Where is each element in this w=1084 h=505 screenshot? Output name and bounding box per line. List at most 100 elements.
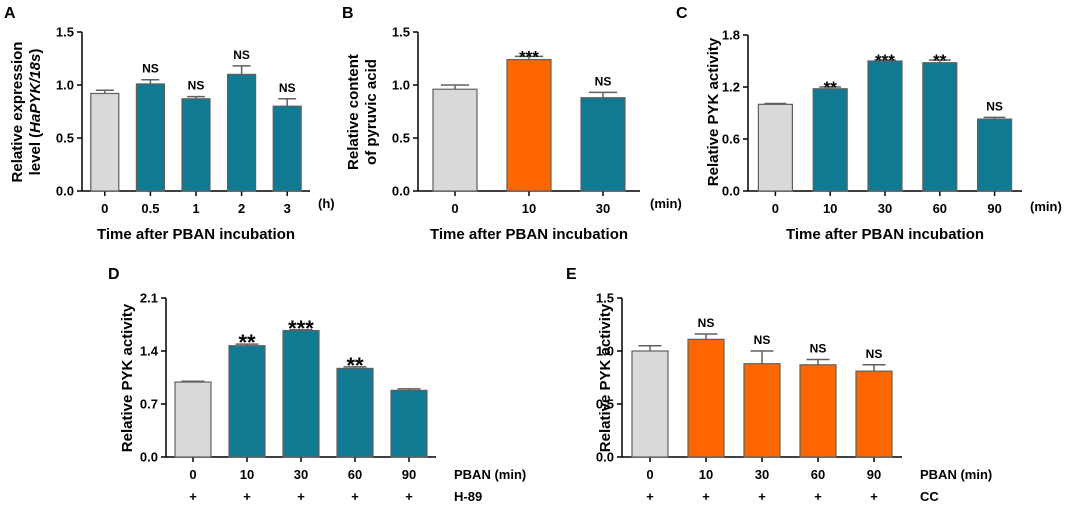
y-axis-title: Relative PYK activity bbox=[597, 303, 614, 452]
y-tick-label: 1.2 bbox=[722, 80, 740, 95]
y-axis-title: Relative PYK activity bbox=[705, 37, 722, 186]
y-tick-label: 2.1 bbox=[140, 291, 158, 306]
plus-sign: + bbox=[351, 489, 359, 504]
y-tick-label: 0.0 bbox=[56, 184, 74, 199]
plus-sign: + bbox=[243, 489, 251, 504]
significance-label: *** bbox=[288, 316, 314, 341]
x-unit-label: (min) bbox=[1030, 199, 1062, 214]
bar-3 bbox=[272, 105, 302, 192]
x-tick-label: 60 bbox=[811, 467, 825, 482]
x-tick-label: 60 bbox=[348, 467, 362, 482]
x-tick-label: 10 bbox=[522, 201, 536, 216]
x-unit-label: (min) bbox=[650, 196, 682, 211]
y-tick-label: 0.6 bbox=[722, 132, 740, 147]
x-unit-label: PBAN (min) bbox=[920, 467, 992, 482]
plus-sign: + bbox=[870, 489, 878, 504]
x-tick-label: 60 bbox=[933, 201, 947, 216]
significance-label: NS bbox=[698, 316, 715, 330]
y-tick-label: 0.5 bbox=[56, 131, 74, 146]
bar-10 bbox=[228, 345, 266, 458]
x-axis-title: Time after PBAN incubation bbox=[430, 226, 628, 243]
panel-label: B bbox=[342, 5, 354, 22]
bar-10 bbox=[812, 88, 848, 192]
significance-label: ** bbox=[933, 51, 947, 70]
x-axis-title: Time after PBAN incubation bbox=[786, 226, 984, 243]
significance-label: NS bbox=[810, 341, 827, 355]
panel-a: A 0.0 0.5 1.0 1.5 0 0.5 NS 1 NS 2 NS 3 NS (h) Time afte… bbox=[4, 5, 335, 243]
treatment-label: CC bbox=[920, 489, 939, 504]
panel-d: D 0.0 0.7 1.4 2.1 0 +10 ** +30 *** +60 ** +90 + PBAN (… bbox=[108, 266, 526, 504]
x-tick-label: 90 bbox=[402, 467, 416, 482]
bar-90 bbox=[976, 118, 1013, 192]
bar-2 bbox=[227, 73, 257, 192]
bar-30 bbox=[743, 363, 781, 458]
bar-90 bbox=[855, 370, 893, 458]
x-tick-label: 10 bbox=[240, 467, 254, 482]
plus-sign: + bbox=[758, 489, 766, 504]
y-axis-title: Relative PYK activity bbox=[119, 303, 136, 452]
y-tick-label: 1.5 bbox=[596, 291, 614, 306]
x-tick-label: 0 bbox=[772, 201, 779, 216]
bar-1 bbox=[181, 98, 211, 192]
panel-b: B 0.0 0.5 1.0 1.5 0 10 *** 30 NS (min) Time after P… bbox=[342, 5, 682, 243]
x-tick-label: 30 bbox=[755, 467, 769, 482]
x-tick-label: 0 bbox=[189, 467, 196, 482]
bar-30 bbox=[580, 97, 626, 192]
x-tick-label: 30 bbox=[294, 467, 308, 482]
y-tick-label: 1.8 bbox=[722, 28, 740, 43]
y-tick-label: 1.4 bbox=[140, 344, 159, 359]
y-tick-label: 0.7 bbox=[140, 397, 158, 412]
bar-90 bbox=[390, 389, 428, 458]
y-tick-label: 0.0 bbox=[722, 184, 740, 199]
bar-0 bbox=[757, 103, 794, 192]
significance-label: NS bbox=[279, 81, 296, 95]
plus-sign: + bbox=[646, 489, 654, 504]
y-tick-label: 1.5 bbox=[56, 25, 74, 40]
bar-10 bbox=[506, 58, 552, 192]
plus-sign: + bbox=[405, 489, 413, 504]
y-tick-label: 1.0 bbox=[596, 344, 614, 359]
bar-0 bbox=[432, 88, 478, 192]
x-tick-label: 0 bbox=[451, 201, 458, 216]
bar-30 bbox=[282, 329, 320, 458]
x-tick-label: 0 bbox=[646, 467, 653, 482]
significance-label: NS bbox=[866, 347, 883, 361]
x-tick-label: 30 bbox=[596, 201, 610, 216]
bar-0 bbox=[174, 381, 212, 458]
bar-60 bbox=[336, 367, 374, 458]
x-tick-label: 10 bbox=[699, 467, 713, 482]
significance-label: NS bbox=[233, 48, 250, 62]
bar-60 bbox=[922, 62, 958, 192]
x-unit-label: PBAN (min) bbox=[454, 467, 526, 482]
y-tick-label: 0.5 bbox=[596, 397, 614, 412]
bar-30 bbox=[867, 60, 903, 192]
significance-label: NS bbox=[754, 333, 771, 347]
y-tick-label: 0.0 bbox=[392, 184, 410, 199]
y-tick-label: 1.5 bbox=[392, 25, 410, 40]
bar-10 bbox=[687, 338, 725, 458]
x-tick-label: 30 bbox=[878, 201, 892, 216]
y-tick-label: 0.5 bbox=[392, 131, 410, 146]
y-tick-label: 0.0 bbox=[140, 450, 158, 465]
y-axis-title-line1: Relative content bbox=[345, 54, 362, 170]
significance-label: NS bbox=[142, 62, 159, 76]
plus-sign: + bbox=[297, 489, 305, 504]
significance-label: NS bbox=[188, 79, 205, 93]
x-unit-label: (h) bbox=[318, 196, 335, 211]
treatment-label: H-89 bbox=[454, 489, 482, 504]
plus-sign: + bbox=[814, 489, 822, 504]
panel-label: D bbox=[108, 266, 120, 283]
significance-label: ** bbox=[346, 353, 364, 378]
plus-sign: + bbox=[189, 489, 197, 504]
x-tick-label: 90 bbox=[987, 201, 1001, 216]
panel-label: E bbox=[566, 266, 577, 283]
panel-label: C bbox=[676, 5, 688, 22]
bar-0 bbox=[631, 350, 669, 458]
bar-0 bbox=[90, 92, 120, 192]
x-axis-title: Time after PBAN incubation bbox=[97, 226, 295, 243]
significance-label: NS bbox=[986, 99, 1003, 113]
bar-0.5 bbox=[135, 83, 165, 192]
y-axis-title-line2: level (HaPYK/18s) bbox=[27, 49, 44, 176]
plus-sign: + bbox=[702, 489, 710, 504]
